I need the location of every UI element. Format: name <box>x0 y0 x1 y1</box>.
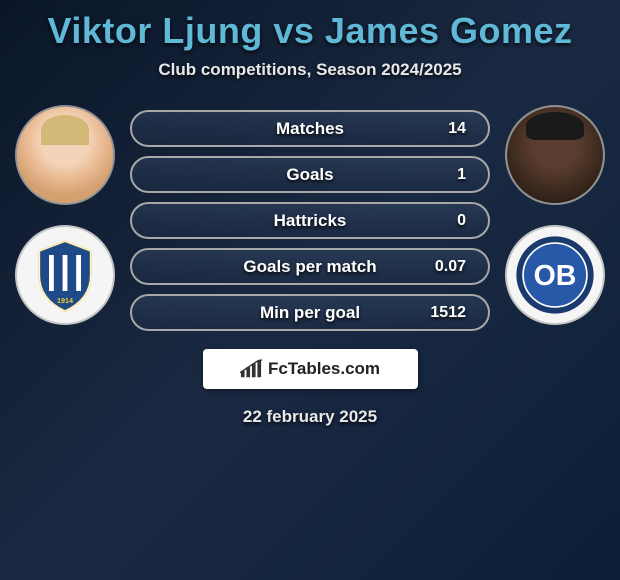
stat-value-b: 1512 <box>426 304 466 322</box>
stat-row: Goals per match 0.07 <box>130 248 490 285</box>
svg-text:1914: 1914 <box>57 296 73 305</box>
stat-label: Hattricks <box>274 211 347 231</box>
title-player-a: Viktor Ljung <box>47 10 262 51</box>
player-b-column: OB <box>500 105 610 325</box>
svg-text:OB: OB <box>534 260 577 292</box>
player-a-avatar <box>15 105 115 205</box>
main-row: 1914 Matches 14 Goals 1 Hattricks 0 Goals per … <box>0 105 620 331</box>
stats-column: Matches 14 Goals 1 Hattricks 0 Goals per match… <box>130 105 490 331</box>
bar-chart-icon <box>240 359 262 379</box>
avatar-placeholder-icon <box>507 107 603 203</box>
stat-value-b: 0.07 <box>426 258 466 276</box>
stat-row: Matches 14 <box>130 110 490 147</box>
title-player-b: James Gomez <box>325 10 573 51</box>
player-b-club-logo: OB <box>505 225 605 325</box>
player-a-column: 1914 <box>10 105 120 325</box>
stat-label: Matches <box>276 119 344 139</box>
stat-label: Goals per match <box>243 257 376 277</box>
ob-badge-icon: OB <box>513 233 597 317</box>
subtitle: Club competitions, Season 2024/2025 <box>0 60 620 80</box>
stat-label: Min per goal <box>260 303 360 323</box>
stat-row: Goals 1 <box>130 156 490 193</box>
stat-value-b: 0 <box>426 212 466 230</box>
stat-row: Min per goal 1512 <box>130 294 490 331</box>
stat-value-b: 14 <box>426 120 466 138</box>
date-label: 22 february 2025 <box>0 407 620 427</box>
avatar-placeholder-icon <box>17 107 113 203</box>
stat-value-b: 1 <box>426 166 466 184</box>
hbk-shield-icon: 1914 <box>25 235 105 315</box>
comparison-card: Viktor Ljung vs James Gomez Club competi… <box>0 0 620 427</box>
brand-badge[interactable]: FcTables.com <box>203 349 418 389</box>
title-vs: vs <box>273 10 314 51</box>
player-b-avatar <box>505 105 605 205</box>
player-a-club-logo: 1914 <box>15 225 115 325</box>
page-title: Viktor Ljung vs James Gomez <box>0 10 620 52</box>
stat-label: Goals <box>286 165 333 185</box>
brand-text: FcTables.com <box>268 359 380 379</box>
stat-row: Hattricks 0 <box>130 202 490 239</box>
